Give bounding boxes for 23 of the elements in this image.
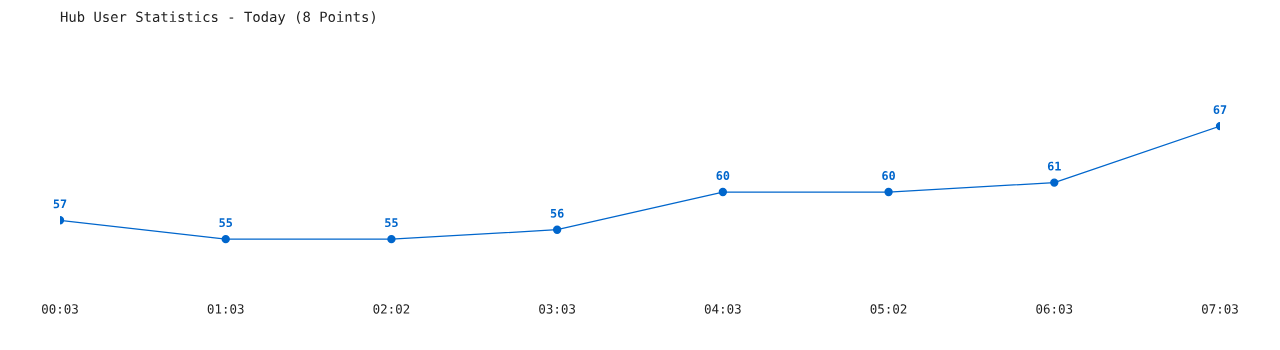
x-tick-label: 01:03: [207, 304, 244, 314]
point: [221, 234, 230, 244]
data-label: 67: [1213, 105, 1227, 115]
data-label: 60: [882, 171, 895, 181]
x-tick-label: 00:03: [42, 304, 78, 314]
x-tick-label: 04:03: [704, 304, 741, 314]
point: [552, 225, 562, 234]
x-tick-label: 02:02: [373, 304, 410, 314]
point: [1050, 178, 1059, 187]
point: [387, 234, 396, 244]
data-label: 56: [550, 208, 564, 218]
point: [718, 187, 728, 197]
data-label: 61: [1047, 161, 1061, 171]
x-tick-label: 03:03: [539, 304, 576, 314]
x-tick-label: 06:03: [1036, 304, 1073, 314]
data-label: 55: [219, 218, 233, 228]
data-label: 60: [716, 171, 730, 181]
x-tick-label: 07:03: [1202, 304, 1238, 314]
x-tick-label: 05:02: [870, 304, 907, 314]
data-label: 57: [53, 199, 67, 209]
chart-title: Hub User Statistics - Today (8 Points): [60, 11, 375, 25]
data-label: 55: [385, 218, 398, 228]
point: [884, 187, 893, 197]
